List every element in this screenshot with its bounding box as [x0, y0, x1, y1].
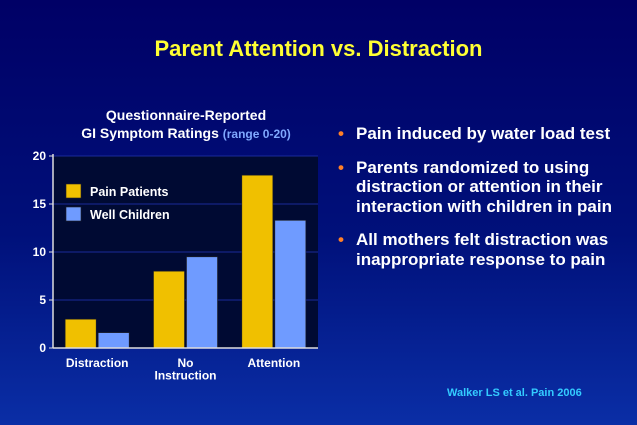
- bar: [153, 270, 185, 349]
- bar: [64, 318, 97, 349]
- y-tick-label: 15: [33, 197, 47, 211]
- bullet-marker-icon: •: [338, 157, 344, 177]
- bullet-marker-icon: •: [338, 124, 344, 143]
- legend-swatch: [65, 183, 82, 199]
- y-tick-label: 5: [39, 293, 46, 307]
- x-tick-label: Attention: [248, 356, 301, 370]
- legend-label: Pain Patients: [90, 185, 169, 199]
- bullet-item: • All mothers felt distraction was inappr…: [338, 230, 628, 269]
- chart-title-line1: Questionnaire-Reported: [105, 107, 267, 123]
- chart-title-main: GI Symptom Ratings: [81, 125, 219, 141]
- x-tick-label: Distraction: [66, 356, 129, 370]
- bullet-marker-icon: •: [338, 230, 344, 249]
- bar: [241, 174, 274, 349]
- bullet-text: All mothers felt distraction was inappro…: [356, 230, 609, 269]
- y-tick-label: 20: [33, 149, 47, 163]
- x-tick-label: No: [178, 356, 194, 370]
- bullet-item: • Parents randomized to using distraction…: [338, 158, 628, 217]
- chart-title: Questionnaire-Reported GI Symptom Rating…: [50, 106, 322, 143]
- y-tick-label: 0: [39, 341, 46, 355]
- legend-label: Well Children: [90, 208, 170, 222]
- y-tick-label: 10: [33, 245, 47, 259]
- legend-swatch: [65, 206, 82, 222]
- bullet-text: Pain induced by water load test: [356, 124, 611, 143]
- bar: [274, 220, 307, 349]
- x-tick-label: Instruction: [155, 369, 217, 383]
- bullet-item: • Pain induced by water load test: [338, 124, 628, 144]
- bar: [186, 256, 218, 349]
- citation: Walker LS et al. Pain 2006: [447, 387, 582, 399]
- bullet-list: • Pain induced by water load test • Parent…: [338, 124, 628, 283]
- bar: [97, 332, 130, 349]
- chart-title-line2: GI Symptom Ratings (range 0-20): [50, 124, 322, 143]
- chart-title-range: (range 0-20): [222, 127, 291, 141]
- bullet-text: Parents randomized to using distraction …: [356, 157, 612, 216]
- slide-title: Parent Attention vs. Distraction: [154, 36, 483, 61]
